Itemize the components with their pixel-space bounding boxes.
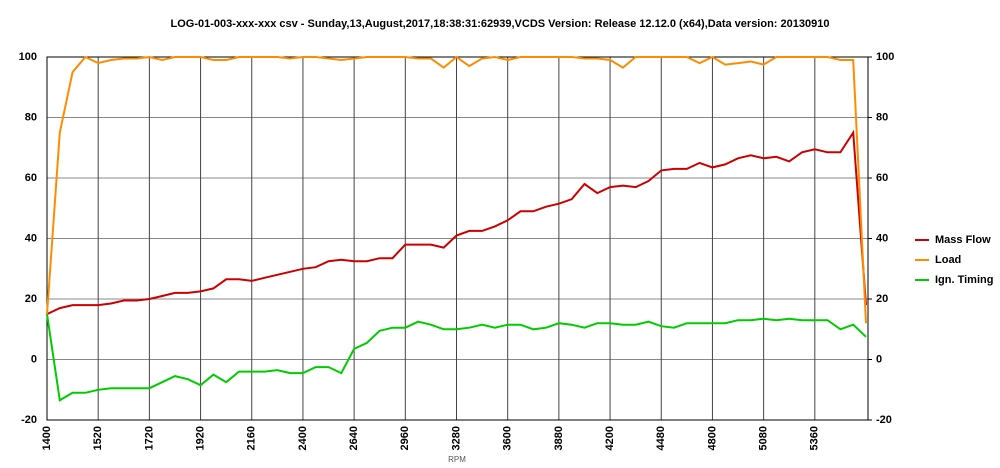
x-tick-label: 2400 (297, 426, 309, 450)
chart-title: LOG-01-003-xxx-xxx csv - Sunday,13,Augus… (171, 18, 830, 30)
x-tick-label: 5080 (758, 426, 770, 450)
y-tick-label: 0 (31, 353, 37, 365)
y-tick-label: -20 (21, 414, 37, 426)
x-tick-label: 2160 (246, 426, 258, 450)
x-tick-label: 1400 (41, 426, 53, 450)
legend-label: Load (935, 254, 961, 266)
y-tick-label: 20 (25, 293, 37, 305)
x-tick-label: 4200 (604, 426, 616, 450)
legend-label: Mass Flow (935, 234, 991, 246)
x-tick-label: 2640 (348, 426, 360, 450)
legend-label: Ign. Timing (935, 274, 993, 286)
x-tick-label: 3880 (553, 426, 565, 450)
x-tick-label: 1520 (92, 426, 104, 450)
y-tick-label: 40 (25, 232, 37, 244)
x-tick-label: 3600 (502, 426, 514, 450)
x-axis-label: RPM (448, 455, 466, 464)
x-tick-label: 5360 (809, 426, 821, 450)
y2-tick-label: 0 (876, 353, 882, 365)
y2-tick-label: 60 (876, 172, 888, 184)
y2-tick-label: 40 (876, 232, 888, 244)
series-line (46, 313, 867, 402)
x-tick-label: 4800 (706, 426, 718, 450)
series-line (46, 55, 867, 324)
x-tick-label: 3280 (450, 426, 462, 450)
x-tick-label: 4480 (655, 426, 667, 450)
x-tick-label: 1920 (194, 426, 206, 450)
x-tick-label: 1720 (143, 426, 155, 450)
y2-tick-label: 100 (876, 51, 894, 63)
series-line (46, 129, 867, 316)
y2-tick-label: 20 (876, 293, 888, 305)
y2-tick-label: 80 (876, 111, 888, 123)
y2-tick-label: -20 (876, 414, 892, 426)
y-tick-label: 80 (25, 111, 37, 123)
y-tick-label: 60 (25, 172, 37, 184)
y-tick-label: 100 (19, 51, 37, 63)
x-tick-label: 2960 (399, 426, 411, 450)
